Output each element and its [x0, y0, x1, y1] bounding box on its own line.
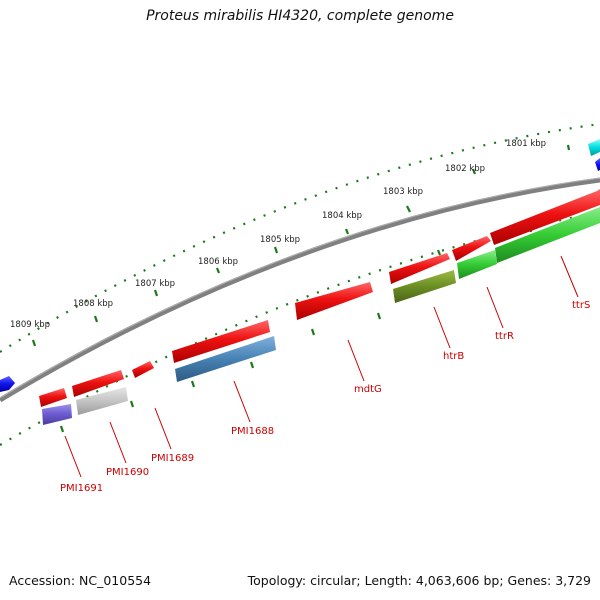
gene-mdtG[interactable] [295, 282, 373, 320]
major-tick [59, 425, 65, 433]
gene-PMI1689[interactable] [132, 361, 154, 378]
tick-label: 1805 kbp [260, 235, 300, 245]
gene-PMI1691[interactable] [39, 388, 67, 407]
major-tick [566, 144, 571, 151]
tick-label: 1803 kbp [383, 187, 423, 197]
gene-labels: ttrS ttrR htrB mdtG PMI1688 PMI1689 PMI1… [60, 300, 590, 494]
leader-PMI1688 [233, 380, 251, 423]
blue-feature-left[interactable] [0, 376, 15, 392]
grey-feature[interactable] [76, 387, 128, 415]
genome-summary-text: Topology: circular; Length: 4,063,606 bp… [247, 573, 591, 588]
major-tick [376, 312, 382, 320]
gene-label-mdtG: mdtG [354, 384, 382, 395]
green-feature-right[interactable] [495, 207, 600, 263]
major-tick [129, 400, 135, 408]
major-tick [153, 289, 159, 297]
gene-label-PMI1690: PMI1690 [106, 467, 149, 478]
outer-major-ticks [31, 144, 571, 347]
major-tick [31, 339, 37, 347]
major-tick [310, 328, 316, 336]
green-feature-left[interactable] [457, 250, 497, 279]
genome-backbone [0, 177, 600, 403]
gene-ttrR[interactable] [452, 236, 491, 261]
leader-PMI1689 [154, 407, 172, 450]
tick-label: 1806 kbp [198, 257, 238, 267]
leader-PMI1691 [64, 435, 82, 478]
leader-PMI1690 [109, 421, 127, 464]
major-tick [93, 315, 99, 323]
leader-htrB [433, 306, 451, 349]
leader-ttrR [486, 286, 504, 329]
major-tick [436, 249, 442, 256]
gene-label-PMI1691: PMI1691 [60, 483, 103, 494]
gene-PMI1688[interactable] [172, 320, 270, 363]
purple-feature[interactable] [42, 404, 72, 425]
accession-text: Accession: NC_010554 [9, 573, 152, 588]
tick-labels: 1801 kbp 1802 kbp 1803 kbp 1804 kbp 1805… [10, 139, 546, 330]
major-tick [190, 380, 196, 388]
blue-feature-right[interactable] [595, 158, 600, 171]
tick-label: 1801 kbp [506, 139, 546, 149]
gene-label-htrB: htrB [443, 351, 464, 362]
reverse-strand-features [0, 139, 600, 425]
gene-label-ttrS: ttrS [572, 300, 590, 311]
tick-label: 1808 kbp [73, 299, 113, 309]
tick-label: 1807 kbp [135, 279, 175, 289]
leader-ttrS [560, 255, 579, 298]
olive-feature[interactable] [393, 270, 456, 303]
tick-label: 1809 kbp [10, 320, 50, 330]
gene-label-ttrR: ttrR [495, 331, 514, 342]
major-tick [249, 361, 255, 369]
leader-mdtG [347, 339, 365, 382]
tick-label: 1804 kbp [322, 211, 362, 221]
major-tick [273, 246, 279, 254]
tick-label: 1802 kbp [445, 164, 485, 174]
forward-strand-features [39, 189, 600, 407]
genome-title: Proteus mirabilis HI4320, complete genom… [146, 8, 454, 24]
gene-label-PMI1688: PMI1688 [231, 426, 274, 437]
gene-ttrS[interactable] [490, 189, 600, 245]
major-tick [406, 205, 411, 213]
major-tick [215, 267, 221, 274]
gene-htrB[interactable] [389, 253, 450, 284]
major-tick [344, 228, 350, 235]
steelblue-feature[interactable] [175, 336, 276, 382]
genome-backbone-highlight [0, 177, 600, 399]
gene-label-leaders [64, 255, 579, 478]
gene-label-PMI1689: PMI1689 [151, 453, 194, 464]
major-tick [471, 168, 477, 175]
cyan-feature-right[interactable] [588, 139, 600, 156]
gene-PMI1690[interactable] [72, 370, 124, 397]
